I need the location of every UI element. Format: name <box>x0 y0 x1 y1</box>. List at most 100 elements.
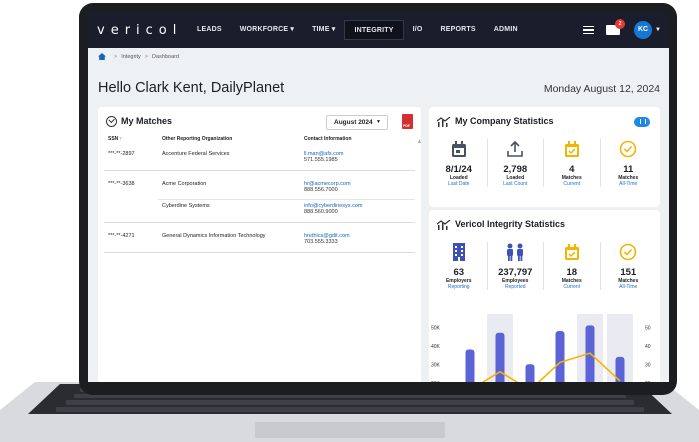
table-row[interactable]: ***-**-2897 Accenture Federal Services l… <box>104 148 415 171</box>
avatar-chevron-down-icon[interactable]: ▼ <box>655 27 661 33</box>
nav-right-tools: 2 KC ▼ <box>583 12 669 48</box>
logo-text: vericol <box>97 22 183 38</box>
stat-value: 237,797 <box>498 267 533 278</box>
stat-sublabel: All-Time <box>619 181 638 187</box>
stat-employees-reported: 237,797 Employees Reported <box>486 242 544 290</box>
table-row[interactable]: ***-**-4271 General Dynamics Information… <box>104 223 415 253</box>
nav-admin[interactable]: ADMIN <box>493 26 518 33</box>
breadcrumb-integrity[interactable]: Integrity <box>121 53 141 60</box>
breadcrumb-dashboard: Dashboard <box>152 53 179 60</box>
stat-matches-all-time: 11 Matches All-Time <box>599 139 657 187</box>
avatar[interactable]: KC <box>634 21 653 39</box>
stat-value: 151 <box>620 267 637 278</box>
breadcrumb: > Integrity > Dashboard <box>98 53 179 60</box>
nav-reports[interactable]: REPORTS <box>440 26 476 33</box>
stat-sublabel: Reporting <box>447 284 470 290</box>
trend-chart-icon <box>437 116 451 127</box>
pdf-export-icon[interactable] <box>402 114 413 129</box>
calendar-check-icon <box>544 139 600 159</box>
chart-bar[interactable] <box>495 332 505 382</box>
vericol-stats-card: Vericol Integrity Statistics 63 Employer… <box>429 210 660 382</box>
breadcrumb-separator: > <box>144 53 149 60</box>
nav-time[interactable]: TIME ▾ <box>312 26 336 33</box>
home-icon[interactable] <box>98 53 106 60</box>
stat-label: Matches <box>561 278 582 284</box>
app-screen: vericol LEADS WORKFORCE ▾ TIME ▾ INTEGRI… <box>88 12 669 382</box>
integrity-bar-line-chart: 50K 50 40K 40 30K 30 20K 20 <box>431 314 651 382</box>
my-matches-card: My Matches August 2024 ▼ SSN ↑ Other Rep… <box>98 107 421 382</box>
chart-bar[interactable] <box>555 330 565 382</box>
organization-cell: Acme Corporation <box>162 181 207 187</box>
table-scrollbar[interactable] <box>418 139 421 379</box>
cloud-upload-icon[interactable] <box>634 117 650 127</box>
stat-value: 18 <box>566 267 578 278</box>
mail-icon[interactable]: 2 <box>606 19 626 35</box>
stat-sublabel: Reported <box>504 284 526 290</box>
stat-label: Loaded <box>506 175 525 181</box>
chart-bar[interactable] <box>465 349 475 382</box>
stat-value: 2,798 <box>503 164 528 175</box>
company-stats-title-text: My Company Statistics <box>455 116 554 126</box>
y-axis-left-tick-label: 30K <box>431 362 441 368</box>
stat-employers-reporting: 63 Employers Reporting <box>431 242 487 290</box>
stat-value: 63 <box>453 267 465 278</box>
chart-bar[interactable] <box>615 356 625 382</box>
vericol-logo[interactable]: vericol <box>97 23 183 38</box>
chart-bar[interactable] <box>525 364 535 382</box>
nav-io[interactable]: I/O <box>412 26 423 33</box>
y-axis-right-tick-label: 50 <box>645 325 651 331</box>
ssn-cell: ***-**-3638 <box>108 181 135 187</box>
stat-matches-current: 4 Matches Current <box>543 139 600 187</box>
column-header-organization[interactable]: Other Reporting Organization <box>162 136 233 142</box>
calendar-check-icon <box>544 242 600 262</box>
table-header-row: SSN ↑ Other Reporting Organization Conta… <box>104 133 415 148</box>
nav-integrity[interactable]: INTEGRITY <box>344 20 404 40</box>
column-header-contact[interactable]: Contact Information <box>304 136 352 142</box>
stat-sublabel: Current <box>563 284 581 290</box>
contact-phone: 703.555.3333 <box>304 239 338 245</box>
table-row[interactable]: ***-**-3638 Acme Corporation hr@acmecorp… <box>104 171 415 200</box>
organization-cell: General Dynamics Information Technology <box>162 233 266 239</box>
contact-email-link[interactable]: hr@acmecorp.com <box>304 181 351 187</box>
organization-cell: Accenture Federal Services <box>162 151 230 157</box>
stat-sublabel: Last Count <box>503 181 528 187</box>
page-greeting: Hello Clark Kent, DailyPlanet <box>98 80 285 96</box>
check-circle-icon <box>106 116 117 128</box>
chart-trend-line <box>481 352 621 382</box>
ssn-cell <box>104 200 158 223</box>
ssn-cell: ***-**-2897 <box>108 151 135 157</box>
company-stats-grid: 8/1/24 Loaded Last Date 2,798 Loaded Las… <box>431 139 656 187</box>
nav-leads[interactable]: LEADS <box>197 26 222 33</box>
calendar-icon <box>431 139 487 159</box>
y-axis-left-tick-label: 40K <box>431 344 441 350</box>
contact-email-link[interactable]: ll.man@afs.com <box>304 151 344 157</box>
company-stats-card: My Company Statistics 8/1/24 Loaded Last… <box>429 107 660 207</box>
matches-table: SSN ↑ Other Reporting Organization Conta… <box>104 133 415 253</box>
upload-icon <box>488 139 544 159</box>
table-row[interactable]: Cyberdine Systems info@cyberdinesys.com … <box>104 199 415 223</box>
mail-badge: 2 <box>615 19 626 29</box>
organization-cell: Cyberdine Systems <box>158 199 300 223</box>
vericol-stats-title: Vericol Integrity Statistics <box>437 219 565 230</box>
contact-email-link[interactable]: info@cyberdinesys.com <box>304 203 363 209</box>
contact-cell: hrethics@gdit.com 703.555.3333 <box>300 223 415 253</box>
stat-label: Matches <box>618 175 639 181</box>
vericol-stats-grid: 63 Employers Reporting 237,797 Employees… <box>431 242 656 290</box>
column-header-ssn[interactable]: SSN ↑ <box>108 136 123 142</box>
contact-cell: hr@acmecorp.com 888.556.7000 <box>300 171 415 200</box>
contact-cell: info@cyberdinesys.com 888.560.9000 <box>300 199 415 223</box>
current-date: Monday August 12, 2024 <box>543 83 660 95</box>
people-icon <box>488 242 544 262</box>
stat-label: Matches <box>618 278 639 284</box>
contact-email-link[interactable]: hrethics@gdit.com <box>304 233 350 239</box>
stat-label: Employees <box>502 278 529 284</box>
menu-icon[interactable] <box>583 24 595 37</box>
building-icon <box>431 242 487 262</box>
contact-phone: 888.556.7000 <box>304 187 338 193</box>
nav-workforce[interactable]: WORKFORCE ▾ <box>239 26 295 33</box>
month-select[interactable]: August 2024 ▼ <box>326 115 388 130</box>
vericol-stats-title-text: Vericol Integrity Statistics <box>455 219 566 229</box>
stat-label: Matches <box>561 175 582 181</box>
stat-sublabel: All-Time <box>619 284 638 290</box>
stat-value: 11 <box>623 164 634 175</box>
